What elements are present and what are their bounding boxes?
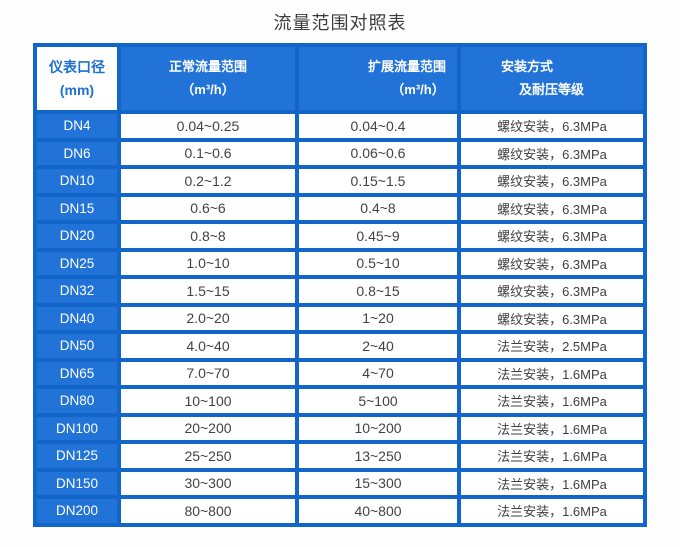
cell-extended-range: 0.8~15 [299,279,457,303]
table-row: DN100 20~200 10~200 法兰安装，1.6MPa [37,416,643,440]
table-row: DN200 80~800 40~800 法兰安装，1.6MPa [37,499,643,523]
cell-dn: DN15 [37,196,117,220]
cell-normal-range: 4.0~40 [121,334,295,358]
cell-install: 螺纹安装，6.3MPa [461,114,643,138]
col-header-installation: 安装方式 及耐压等级 [461,47,643,110]
col-header-normal-flow: 正常流量范围 （m³/h） [121,47,295,110]
cell-extended-range: 10~200 [299,416,457,440]
cell-extended-range: 13~250 [299,444,457,468]
cell-install: 螺纹安装，6.3MPa [461,306,643,330]
cell-install: 螺纹安装，6.3MPa [461,279,643,303]
cell-extended-range: 40~800 [299,499,457,523]
cell-extended-range: 0.04~0.4 [299,114,457,138]
cell-dn: DN4 [37,114,117,138]
cell-install: 螺纹安装，6.3MPa [461,141,643,165]
cell-normal-range: 1.0~10 [121,251,295,275]
header-row: 仪表口径 (mm) 正常流量范围 （m³/h） 扩展流量范围 （m³/h） 安装… [37,47,643,110]
table-row: DN125 25~250 13~250 法兰安装，1.6MPa [37,444,643,468]
col-header-diameter-unit: (mm) [59,81,95,98]
col-header-installation-label: 安装方式 [501,59,554,75]
table-row: DN6 0.1~0.6 0.06~0.6 螺纹安装，6.3MPa [37,141,643,165]
cell-install: 法兰安装，1.6MPa [461,416,643,440]
col-header-extended-flow: 扩展流量范围 （m³/h） [299,47,457,110]
table-row: DN80 10~100 5~100 法兰安装，1.6MPa [37,389,643,413]
cell-extended-range: 0.5~10 [299,251,457,275]
col-header-extended-flow-label: 扩展流量范围 [367,59,446,75]
cell-dn: DN80 [37,389,117,413]
cell-normal-range: 2.0~20 [121,306,295,330]
table-row: DN15 0.6~6 0.4~8 螺纹安装，6.3MPa [37,196,643,220]
cell-dn: DN150 [37,471,117,495]
cell-normal-range: 0.6~6 [121,196,295,220]
cell-install: 法兰安装，1.6MPa [461,389,643,413]
cell-extended-range: 15~300 [299,471,457,495]
cell-dn: DN65 [37,361,117,385]
cell-extended-range: 2~40 [299,334,457,358]
cell-extended-range: 0.06~0.6 [299,141,457,165]
cell-install: 法兰安装，1.6MPa [461,499,643,523]
col-header-extended-flow-unit: （m³/h） [391,81,445,97]
table-row: DN10 0.2~1.2 0.15~1.5 螺纹安装，6.3MPa [37,169,643,193]
cell-dn: DN50 [37,334,117,358]
cell-dn: DN25 [37,251,117,275]
cell-install: 法兰安装，1.6MPa [461,444,643,468]
col-header-diameter: 仪表口径 (mm) [37,47,117,110]
cell-extended-range: 0.4~8 [299,196,457,220]
table-row: DN32 1.5~15 0.8~15 螺纹安装，6.3MPa [37,279,643,303]
cell-normal-range: 7.0~70 [121,361,295,385]
cell-normal-range: 0.2~1.2 [121,169,295,193]
table-row: DN40 2.0~20 1~20 螺纹安装，6.3MPa [37,306,643,330]
cell-dn: DN6 [37,141,117,165]
cell-dn: DN20 [37,224,117,248]
cell-normal-range: 0.1~0.6 [121,141,295,165]
cell-dn: DN40 [37,306,117,330]
cell-install: 螺纹安装，6.3MPa [461,196,643,220]
cell-extended-range: 4~70 [299,361,457,385]
cell-normal-range: 0.8~8 [121,224,295,248]
table-row: DN65 7.0~70 4~70 法兰安装，1.6MPa [37,361,643,385]
table-row: DN150 30~300 15~300 法兰安装，1.6MPa [37,471,643,495]
cell-dn: DN32 [37,279,117,303]
cell-install: 法兰安装，2.5MPa [461,334,643,358]
table-row: DN4 0.04~0.25 0.04~0.4 螺纹安装，6.3MPa [37,114,643,138]
cell-install: 法兰安装，1.6MPa [461,361,643,385]
table-row: DN20 0.8~8 0.45~9 螺纹安装，6.3MPa [37,224,643,248]
cell-extended-range: 0.45~9 [299,224,457,248]
cell-install: 法兰安装，1.6MPa [461,471,643,495]
cell-normal-range: 0.04~0.25 [121,114,295,138]
page-title: 流量范围对照表 [273,13,407,33]
cell-extended-range: 0.15~1.5 [299,169,457,193]
cell-normal-range: 20~200 [121,416,295,440]
cell-normal-range: 80~800 [121,499,295,523]
cell-dn: DN10 [37,169,117,193]
cell-dn: DN100 [37,416,117,440]
flow-range-table: 仪表口径 (mm) 正常流量范围 （m³/h） 扩展流量范围 （m³/h） 安装… [33,43,647,527]
col-header-normal-flow-label: 正常流量范围 [168,59,247,75]
cell-normal-range: 1.5~15 [121,279,295,303]
table-row: DN25 1.0~10 0.5~10 螺纹安装，6.3MPa [37,251,643,275]
cell-normal-range: 30~300 [121,471,295,495]
cell-extended-range: 5~100 [299,389,457,413]
cell-normal-range: 10~100 [121,389,295,413]
table-row: DN50 4.0~40 2~40 法兰安装，2.5MPa [37,334,643,358]
col-header-diameter-label: 仪表口径 [49,59,105,76]
cell-install: 螺纹安装，6.3MPa [461,169,643,193]
cell-extended-range: 1~20 [299,306,457,330]
col-header-installation-sub: 及耐压等级 [519,81,585,97]
cell-install: 螺纹安装，6.3MPa [461,224,643,248]
cell-normal-range: 25~250 [121,444,295,468]
col-header-normal-flow-unit: （m³/h） [181,81,235,97]
cell-install: 螺纹安装，6.3MPa [461,251,643,275]
cell-dn: DN125 [37,444,117,468]
cell-dn: DN200 [37,499,117,523]
